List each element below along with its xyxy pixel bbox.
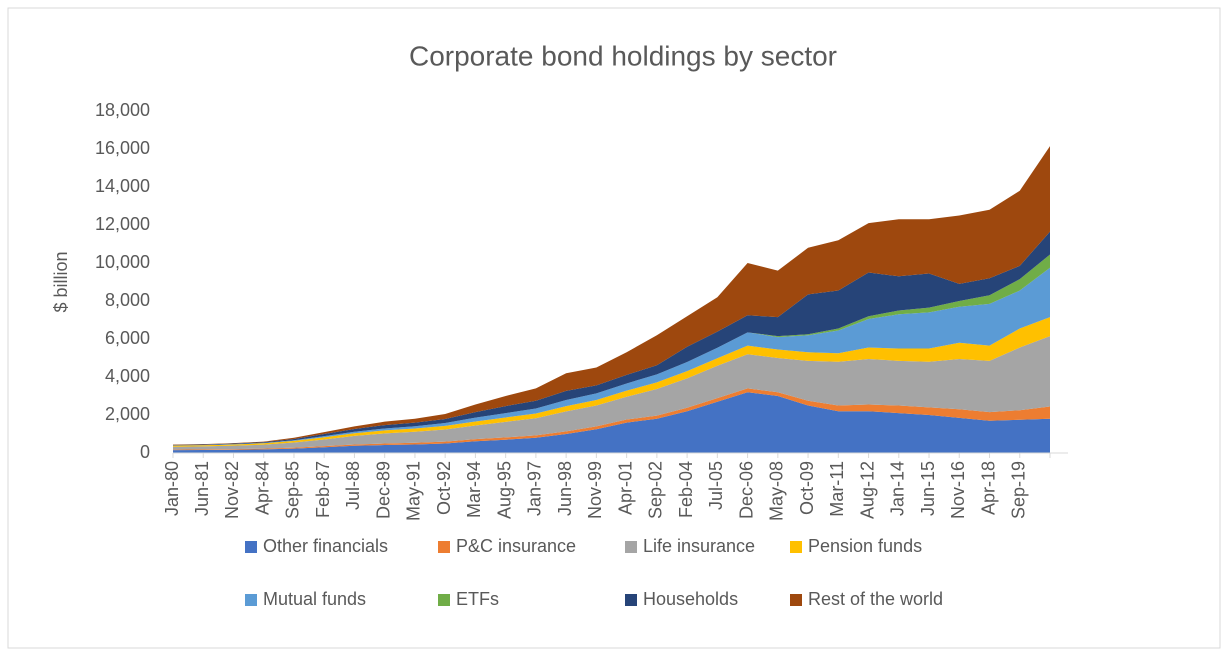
y-tick-label: 12,000 xyxy=(95,214,150,234)
x-tick-label: Jan-80 xyxy=(162,461,182,516)
x-tick-label: Jan-14 xyxy=(888,461,908,516)
legend-swatch xyxy=(245,594,257,606)
legend-label: ETFs xyxy=(456,589,499,609)
x-tick-label: Nov-16 xyxy=(948,461,968,519)
legend-swatch xyxy=(438,594,450,606)
y-tick-label: 4,000 xyxy=(105,366,150,386)
x-tick-label: May-91 xyxy=(404,461,424,521)
legend-label: Life insurance xyxy=(643,536,755,556)
y-tick-label: 6,000 xyxy=(105,328,150,348)
x-tick-label: Mar-11 xyxy=(827,461,847,517)
legend-swatch xyxy=(438,541,450,553)
x-tick-label: Nov-99 xyxy=(585,461,605,519)
legend-label: P&C insurance xyxy=(456,536,576,556)
legend-swatch xyxy=(625,541,637,553)
x-tick-label: Feb-87 xyxy=(313,461,333,518)
x-tick-label: Dec-89 xyxy=(373,461,393,519)
x-tick-label: May-08 xyxy=(767,461,787,521)
legend-label: Other financials xyxy=(263,536,388,556)
legend-swatch xyxy=(625,594,637,606)
x-tick-label: Apr-84 xyxy=(252,461,272,515)
x-tick-label: Jul-05 xyxy=(706,461,726,510)
y-tick-label: 16,000 xyxy=(95,138,150,158)
x-tick-label: Feb-04 xyxy=(676,461,696,518)
legend-label: Mutual funds xyxy=(263,589,366,609)
x-tick-label: Jun-81 xyxy=(192,461,212,516)
y-axis-label: $ billion xyxy=(51,251,71,312)
y-tick-label: 18,000 xyxy=(95,100,150,120)
legend-swatch xyxy=(245,541,257,553)
y-tick-label: 10,000 xyxy=(95,252,150,272)
y-tick-label: 14,000 xyxy=(95,176,150,196)
x-tick-label: Sep-02 xyxy=(646,461,666,519)
chart-title: Corporate bond holdings by sector xyxy=(409,40,837,71)
x-tick-label: Jun-98 xyxy=(555,461,575,516)
legend-label: Households xyxy=(643,589,738,609)
x-tick-label: Oct-92 xyxy=(434,461,454,515)
y-tick-label: 2,000 xyxy=(105,404,150,424)
x-tick-label: Nov-82 xyxy=(222,461,242,519)
x-tick-label: Jan-97 xyxy=(525,461,545,516)
x-tick-label: Mar-94 xyxy=(464,461,484,518)
legend-label: Rest of the world xyxy=(808,589,943,609)
x-tick-label: Oct-09 xyxy=(797,461,817,515)
legend-swatch xyxy=(790,541,802,553)
legend-label: Pension funds xyxy=(808,536,922,556)
legend-swatch xyxy=(790,594,802,606)
x-tick-label: Jul-88 xyxy=(343,461,363,510)
x-tick-label: Apr-01 xyxy=(615,461,635,515)
area xyxy=(173,336,1050,450)
x-tick-label: Dec-06 xyxy=(736,461,756,519)
x-tick-label: Sep-85 xyxy=(283,461,303,519)
x-tick-label: Aug-95 xyxy=(494,461,514,519)
y-tick-label: 8,000 xyxy=(105,290,150,310)
x-tick-label: Aug-12 xyxy=(857,461,877,519)
area xyxy=(173,392,1050,453)
x-tick-label: Jun-15 xyxy=(918,461,938,516)
x-tick-label: Apr-18 xyxy=(978,461,998,515)
x-tick-label: Sep-19 xyxy=(1009,461,1029,519)
y-tick-label: 0 xyxy=(140,442,150,462)
